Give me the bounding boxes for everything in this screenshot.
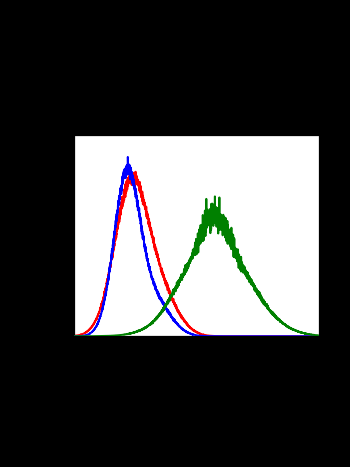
X-axis label: Phospho-c-Cbl (Y774) PE: Phospho-c-Cbl (Y774) PE <box>119 350 273 363</box>
Y-axis label: Events: Events <box>47 215 60 257</box>
